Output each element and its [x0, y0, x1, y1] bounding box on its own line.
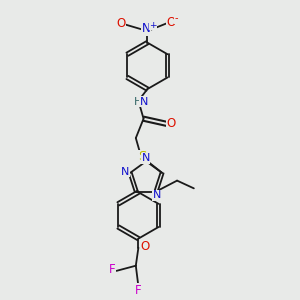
Text: N: N [141, 153, 150, 163]
Text: O: O [167, 117, 176, 130]
Text: S: S [138, 150, 146, 164]
Text: F: F [109, 263, 116, 276]
Text: +: + [149, 21, 157, 30]
Text: H: H [134, 97, 142, 107]
Text: O: O [116, 17, 125, 30]
Text: N: N [142, 22, 151, 35]
Text: O: O [140, 240, 149, 253]
Text: F: F [135, 284, 142, 297]
Text: -: - [174, 13, 178, 23]
Text: N: N [153, 190, 161, 200]
Text: N: N [122, 167, 130, 177]
Text: N: N [140, 97, 148, 107]
Text: O: O [166, 16, 176, 28]
